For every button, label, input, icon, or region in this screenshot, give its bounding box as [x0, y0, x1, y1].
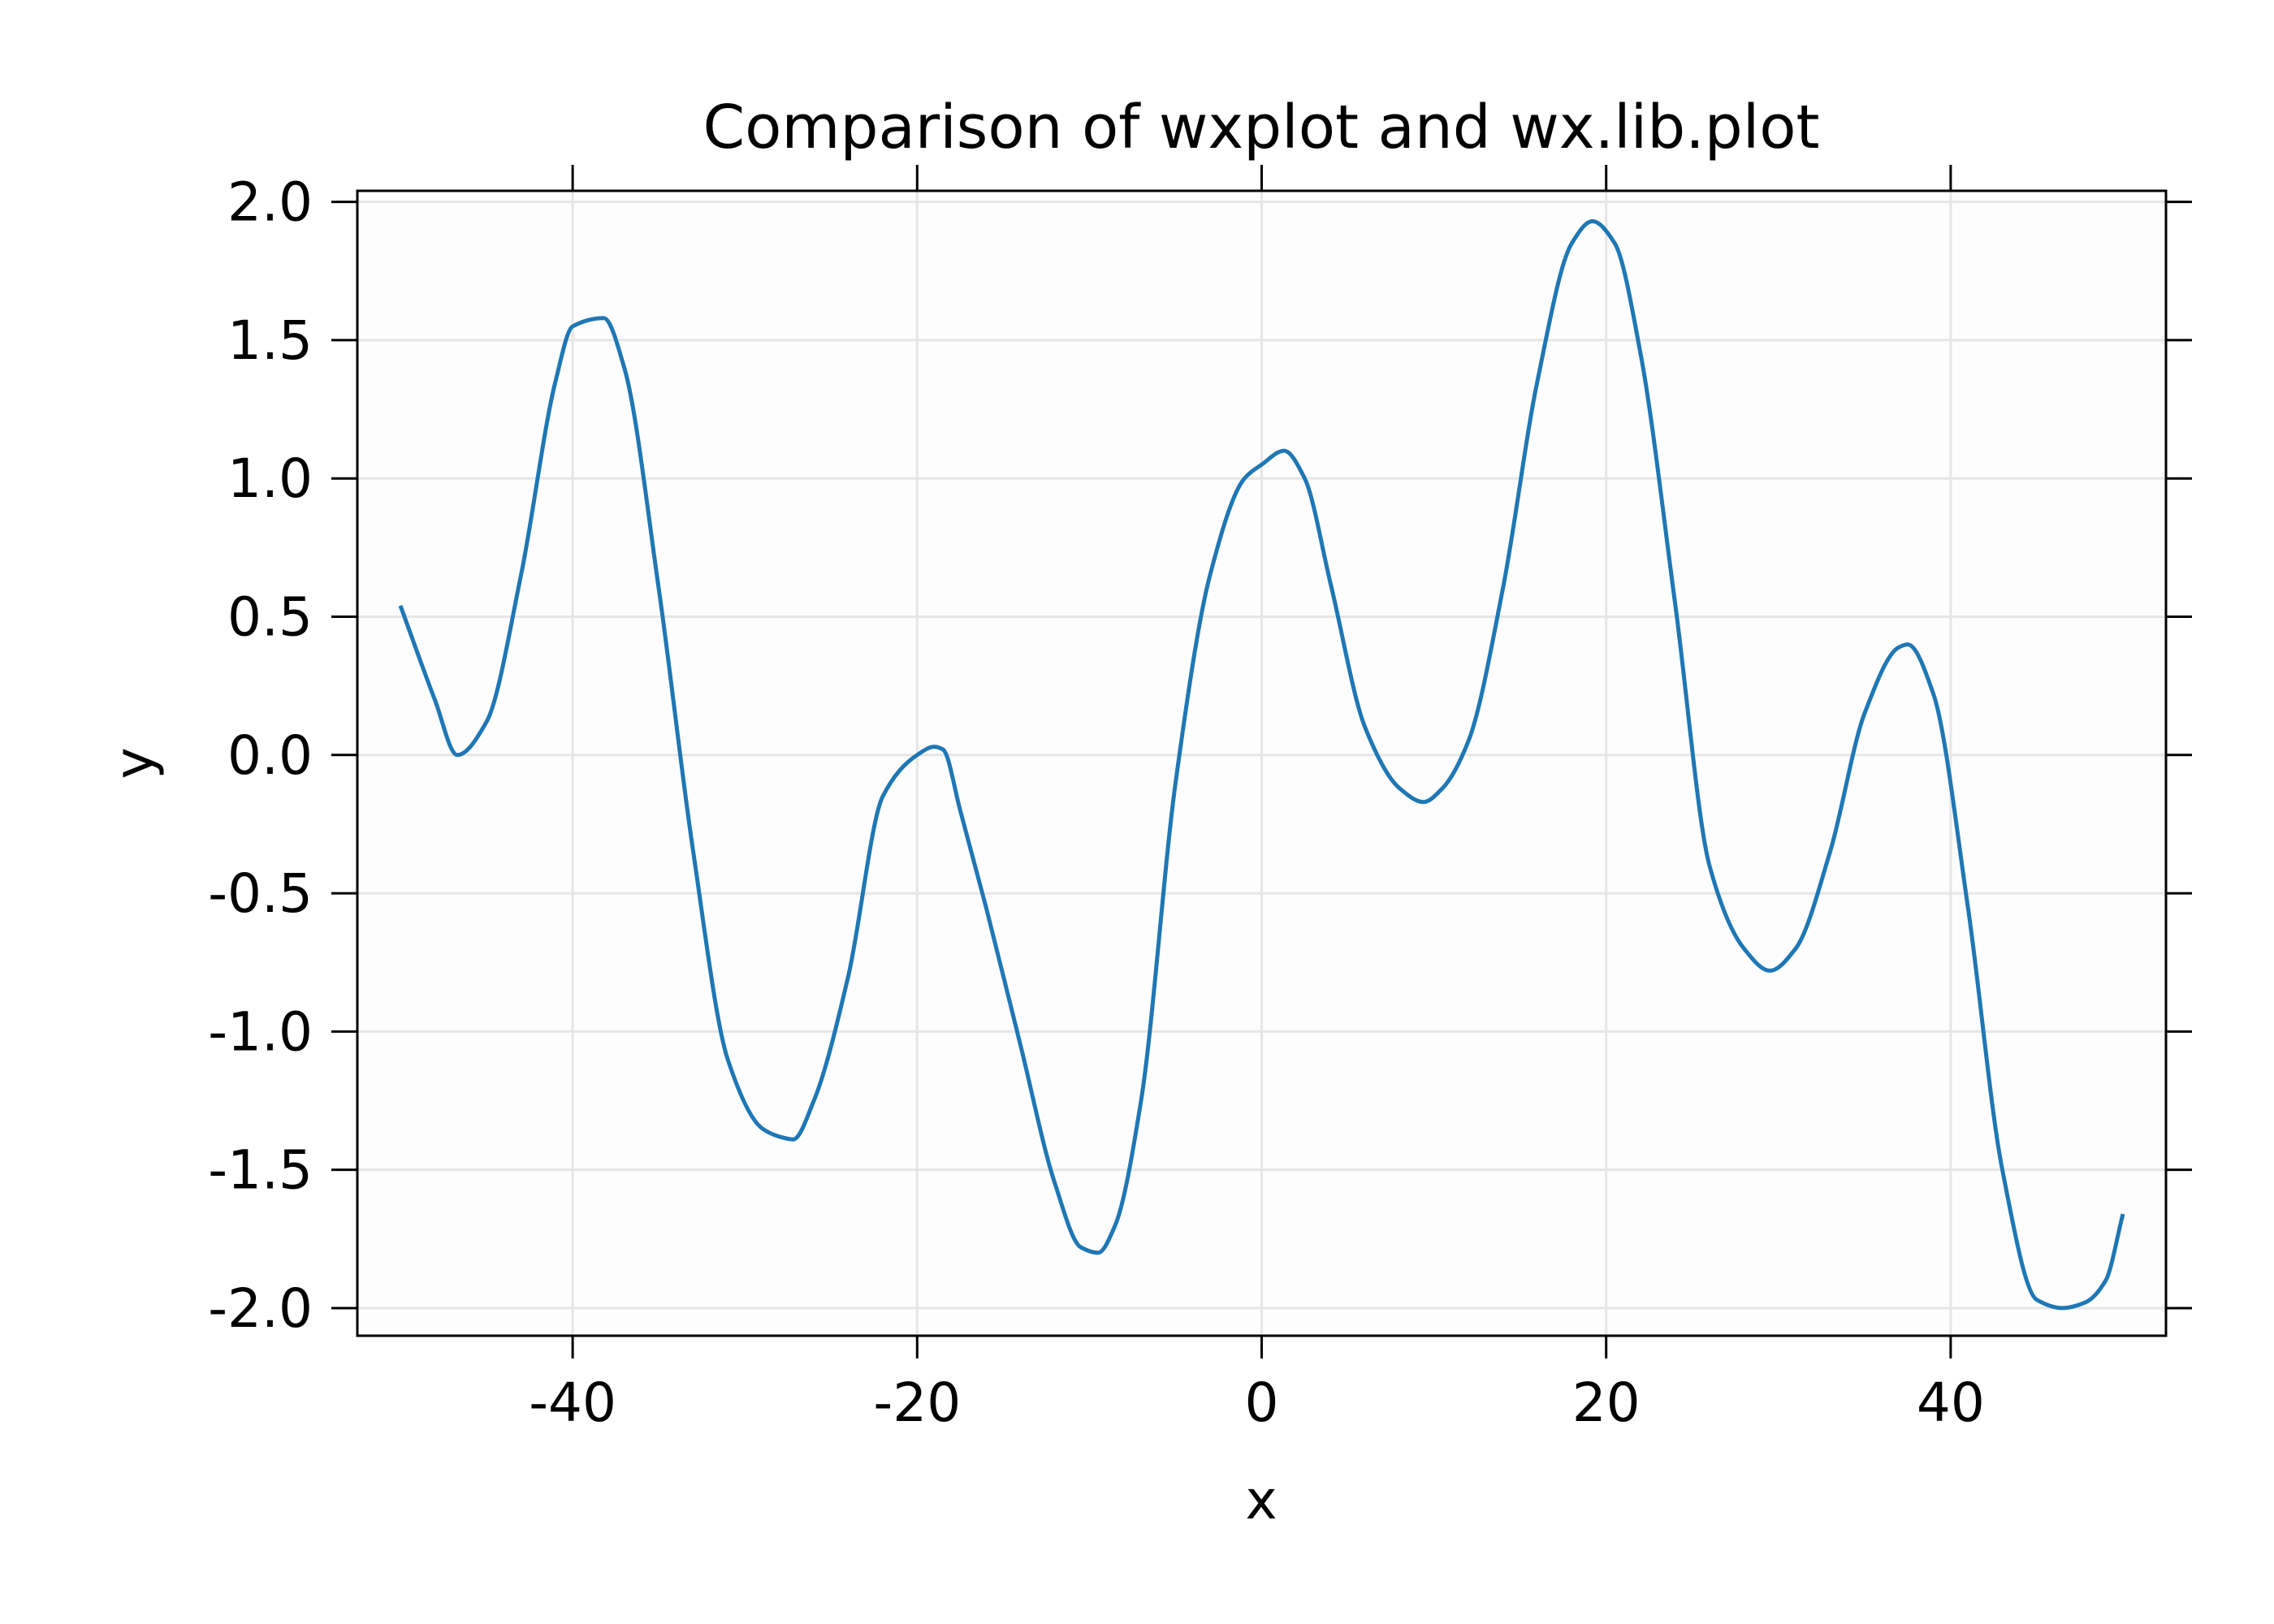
y-tick-label: -1.5 [208, 1139, 313, 1202]
y-tick-label: 0.5 [227, 585, 313, 648]
x-tick-label: -20 [873, 1371, 961, 1434]
gridlines [357, 191, 2166, 1336]
y-tick-label: 2.0 [227, 171, 313, 234]
series-line [398, 219, 2125, 1311]
y-tick-label: 1.5 [227, 309, 313, 372]
y-tick-label: 0.0 [227, 724, 313, 787]
y-tick-label: -2.0 [208, 1277, 313, 1340]
axis-ticks [331, 165, 2192, 1358]
x-tick-label: 40 [1917, 1371, 1985, 1434]
chart-title: Comparison of wxplot and wx.lib.plot [703, 93, 1819, 162]
y-tick-labels: 2.0 1.5 1.0 0.5 0.0 -0.5 -1.0 -1.5 -2.0 [208, 171, 313, 1340]
y-tick-label: -0.5 [208, 862, 313, 925]
x-tick-label: -40 [529, 1371, 616, 1434]
x-axis-label: x [1245, 1469, 1277, 1531]
x-tick-labels: -40 -20 0 20 40 [529, 1371, 1985, 1434]
x-tick-label: 0 [1245, 1371, 1279, 1434]
y-tick-label: 1.0 [227, 447, 313, 510]
y-axis-label: y [103, 747, 166, 779]
y-tick-label: -1.0 [208, 1000, 313, 1063]
x-tick-label: 20 [1572, 1371, 1641, 1434]
